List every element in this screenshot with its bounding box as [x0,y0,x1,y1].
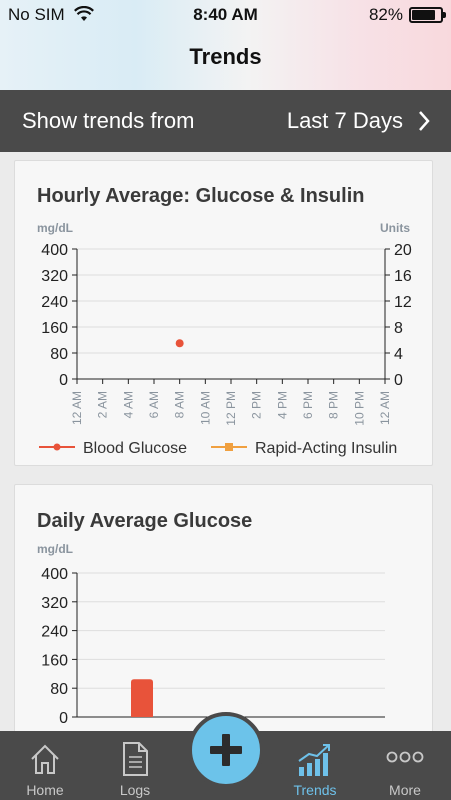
glucose-legend-marker [53,443,61,451]
hourly-card-title: Hourly Average: Glucose & Insulin [37,185,365,207]
page-title: Trends [189,44,262,69]
add-entry-button[interactable] [188,712,264,788]
y-tick-label: 160 [41,652,68,669]
y-tick-label: 400 [41,242,68,259]
home-icon [31,744,59,774]
tab-more-label: More [389,782,421,798]
x-tick-label: 12 AM [70,391,84,425]
chart-legend: Blood Glucose Rapid-Acting Insulin [39,440,397,457]
daily-chart: mg/dL 400 320 240 160 80 0 [37,542,385,727]
daily-card-title: Daily Average Glucose [37,510,253,532]
x-tick-label: 8 PM [327,391,341,419]
y-axis-label: mg/dL [37,221,73,235]
y-tick-label: 80 [50,681,68,698]
legend-glucose: Blood Glucose [83,440,187,457]
y2-tick-label: 0 [394,372,403,389]
x-tick-label: 12 PM [224,391,238,426]
tab-home-label: Home [26,782,64,798]
hourly-chart: mg/dL Units 400 320 240 160 80 0 20 16 12 8 4 0 12… [37,221,412,457]
y-tick-label: 80 [50,346,68,363]
tab-logs[interactable]: Logs [90,731,180,800]
battery-percent: 82% [368,5,403,24]
more-dots-icon [386,751,424,763]
x-tick-label: 8 AM [173,391,187,418]
wifi-icon [74,6,94,21]
date-range-selector[interactable]: Show trends from Last 7 Days [0,90,451,152]
x-tick-label: 2 AM [96,391,110,418]
tab-logs-label: Logs [119,782,151,798]
y-tick-label: 400 [41,566,68,583]
clock: 8:40 AM [193,5,258,24]
top-header: No SIM 8:40 AM 82% Trends [0,0,451,90]
y-tick-label: 240 [41,624,68,641]
battery-icon [409,7,446,23]
date-range-label: Show trends from [22,108,195,133]
bar-chart-icon [298,744,330,776]
x-tick-label: 10 PM [352,391,366,426]
insulin-legend-marker [225,443,233,451]
date-range-value: Last 7 Days [286,108,403,133]
y2-axis-label: Units [380,221,410,235]
x-tick-label: 2 PM [250,391,264,419]
daily-glucose-bar [131,679,153,717]
y2-tick-label: 8 [394,320,403,337]
tab-more[interactable]: More [360,731,450,800]
x-tick-label: 12 AM [378,391,392,425]
x-tick-label: 6 PM [301,391,315,419]
glucose-data-point [175,339,184,348]
y-tick-label: 320 [41,268,68,285]
daily-average-card: Daily Average Glucose mg/dL 400 320 240 160… [14,484,433,744]
tab-home[interactable]: Home [0,731,90,800]
x-tick-label: 4 AM [121,391,135,418]
chevron-right-icon [419,111,430,131]
tab-trends-label: Trends [293,782,337,798]
x-tick-label: 4 PM [275,391,289,419]
hourly-average-card: Hourly Average: Glucose & Insulin mg/dL … [14,160,433,466]
x-tick-label: 10 AM [198,391,212,425]
status-bar: No SIM 8:40 AM 82% [0,0,451,30]
carrier-label: No SIM [8,5,65,24]
y2-tick-label: 20 [394,242,412,259]
document-icon [123,742,148,776]
y2-tick-label: 4 [394,346,403,363]
y2-tick-label: 12 [394,294,412,311]
tab-trends[interactable]: Trends [270,731,360,800]
y-tick-label: 320 [41,595,68,612]
y2-tick-label: 16 [394,268,412,285]
legend-insulin: Rapid-Acting Insulin [255,440,397,457]
y-tick-label: 0 [59,710,68,727]
x-tick-label: 6 AM [147,391,161,418]
y-tick-label: 160 [41,320,68,337]
y-axis-label: mg/dL [37,542,73,556]
y-tick-label: 240 [41,294,68,311]
y-tick-label: 0 [59,372,68,389]
